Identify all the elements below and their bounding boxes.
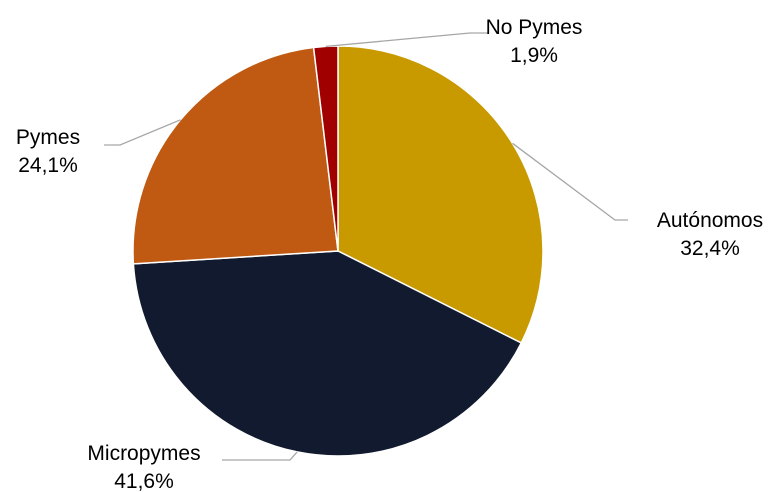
leader-lines (104, 32, 628, 461)
leader-line-micropymes (222, 451, 298, 461)
leader-line-no-pymes (325, 32, 488, 48)
pie-slice-autonomos (337, 45, 544, 344)
label-value-micropymes: 41,6% (114, 470, 174, 492)
label-name-pymes: Pymes (16, 126, 80, 149)
label-name-no-pymes: No Pymes (486, 16, 583, 39)
label-value-no-pymes: 1,9% (510, 44, 558, 67)
pie-slice-micropymes (132, 250, 523, 457)
leader-line-pymes (104, 119, 181, 146)
pie-slices (132, 45, 544, 457)
leader-line-autonomos (512, 142, 628, 221)
slice-labels: Autónomos 32,4% Micropymes 41,6% Pymes 2… (16, 16, 763, 492)
pie-slice-pymes (132, 46, 339, 265)
label-value-pymes: 24,1% (18, 154, 78, 177)
pie-slice-no-pymes (312, 45, 339, 252)
label-name-autonomos: Autónomos (657, 209, 763, 232)
label-name-micropymes: Micropymes (87, 442, 200, 465)
label-value-autonomos: 32,4% (680, 237, 740, 260)
